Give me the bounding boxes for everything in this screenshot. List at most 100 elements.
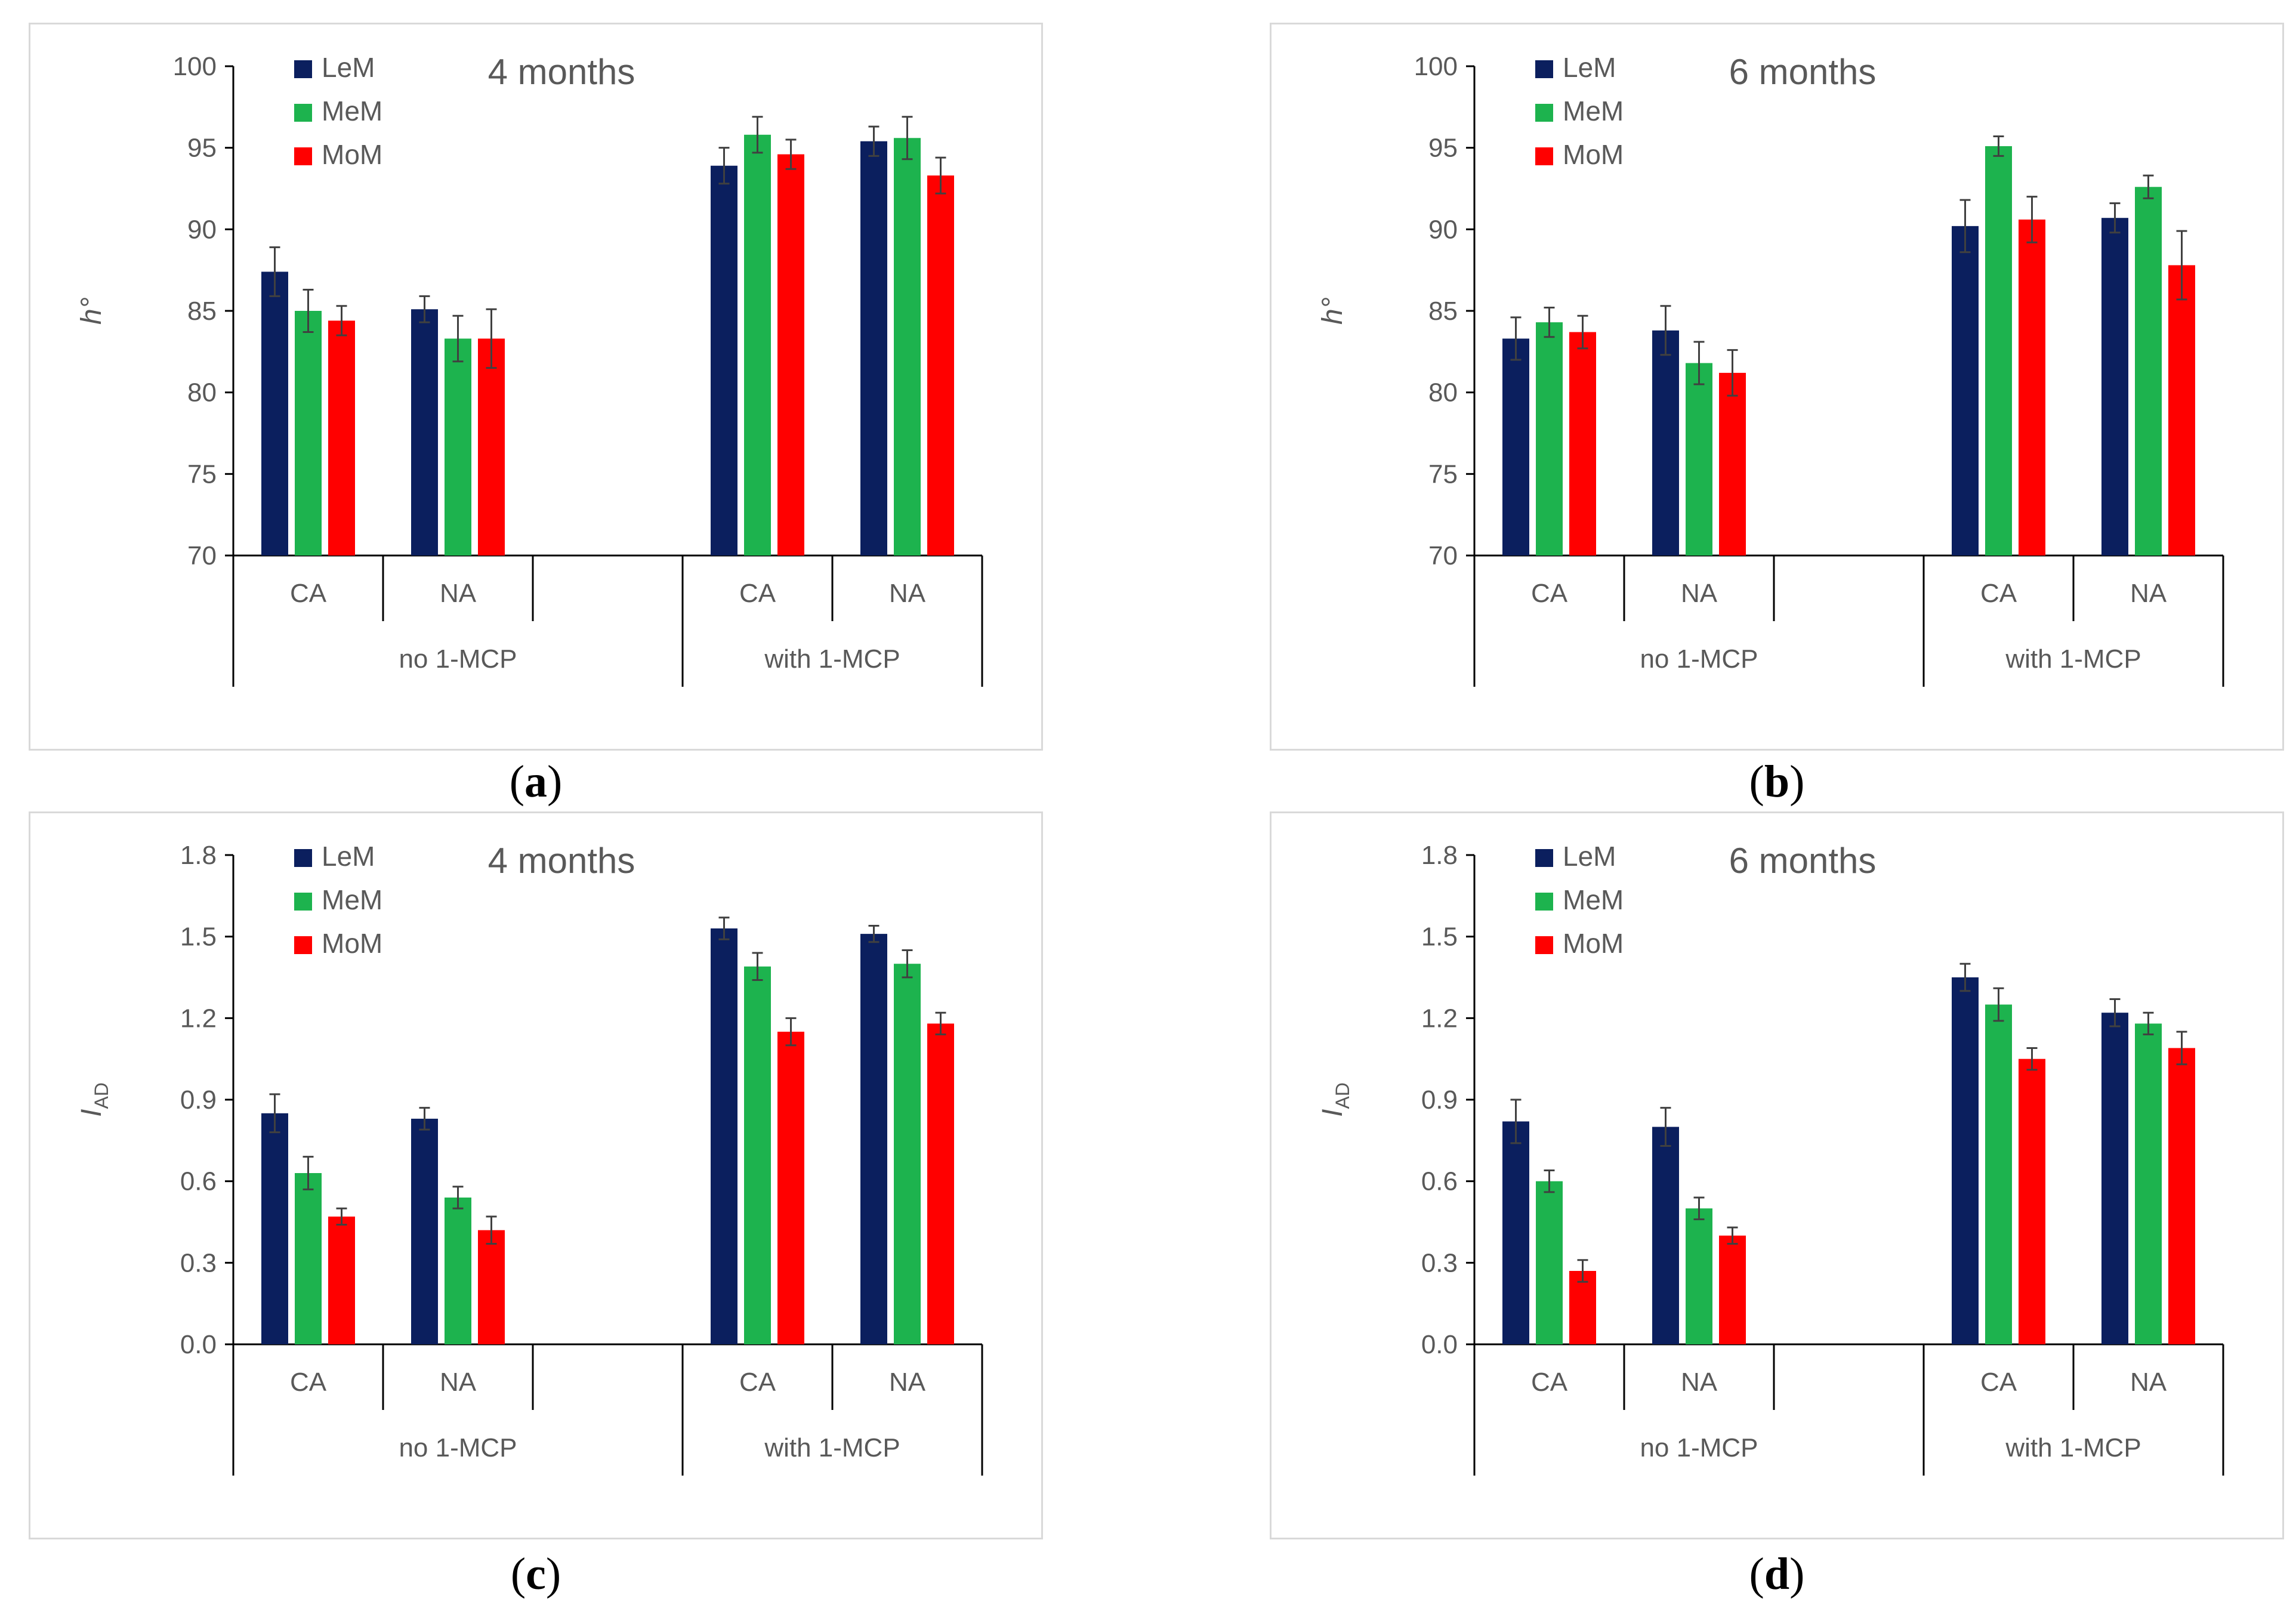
bar-mom: [2168, 1048, 2195, 1344]
bar-mom: [927, 1023, 954, 1344]
x-category-label: CA: [739, 579, 776, 608]
bar-lem: [2101, 1013, 2128, 1344]
y-tick-label: 85: [1428, 297, 1458, 326]
bar-mom: [2168, 265, 2195, 556]
y-tick-label: 0.9: [180, 1085, 217, 1115]
legend-swatch-mem: [294, 893, 312, 911]
x-category-label: NA: [2130, 579, 2167, 608]
bar-lem: [1502, 338, 1529, 556]
legend-label-lem: LeM: [322, 841, 375, 872]
bar-mom: [777, 1032, 804, 1344]
bar-lem: [1952, 977, 1979, 1344]
y-tick-label: 75: [1428, 459, 1458, 489]
x-group-label: with 1-MCP: [2005, 1433, 2141, 1462]
chart-title: 6 months: [1729, 841, 1877, 881]
chart-a-svg: 70 75 80 85 90 95 100 h° CA NA CA NA no 1-MCP with 1-…: [76, 52, 983, 687]
bar-mem: [1686, 1208, 1712, 1344]
legend-label-lem: LeM: [1563, 841, 1616, 872]
x-group-label: no 1-MCP: [399, 644, 517, 674]
legend-label-mem: MeM: [322, 95, 382, 126]
x-category-label: NA: [440, 579, 477, 608]
x-group-label: no 1-MCP: [1640, 1433, 1758, 1462]
x-category-label: CA: [1980, 579, 2017, 608]
y-tick-label: 80: [187, 378, 217, 408]
legend-swatch-mom: [1535, 936, 1553, 954]
caption-c: (c): [510, 1549, 561, 1599]
bar-mem: [445, 1198, 471, 1344]
bar-lem: [2101, 218, 2128, 556]
bar-mem: [1536, 1181, 1563, 1344]
legend-swatch-lem: [1535, 849, 1553, 867]
legend-label-mom: MoM: [322, 928, 382, 959]
bar-lem: [1952, 226, 1979, 556]
bar-mom: [927, 175, 954, 556]
y-tick-label: 0.0: [180, 1330, 217, 1359]
bar-lem: [261, 1113, 288, 1344]
caption-b: (b): [1749, 757, 1805, 807]
x-category-label: NA: [2130, 1368, 2167, 1397]
bar-mem: [295, 1173, 322, 1344]
legend-label-mom: MoM: [322, 139, 382, 170]
y-tick-label: 95: [1428, 134, 1458, 163]
bar-mom: [1569, 332, 1596, 556]
bar-mem: [1536, 322, 1563, 556]
y-tick-label: 70: [187, 541, 217, 570]
y-axis-label: h°: [1317, 297, 1348, 325]
x-category-label: CA: [1980, 1368, 2017, 1397]
chart-panel-d: 0.0 0.3 0.6 0.9 1.2 1.5 1.8 IAD CA NA CA NA no 1-MCP…: [1270, 811, 2284, 1539]
y-tick-label: 1.2: [180, 1004, 217, 1033]
y-tick-label: 75: [187, 459, 217, 489]
y-tick-label: 100: [1414, 52, 1458, 81]
legend-swatch-mom: [294, 147, 312, 165]
bar-lem: [860, 141, 887, 556]
x-group-label: with 1-MCP: [2005, 644, 2141, 674]
bar-lem: [711, 165, 737, 556]
bar-mem: [2135, 187, 2162, 556]
y-tick-label: 95: [187, 134, 217, 163]
bar-mom: [777, 154, 804, 556]
x-group-label: no 1-MCP: [1640, 644, 1758, 674]
y-tick-label: 80: [1428, 378, 1458, 408]
y-tick-label: 0.0: [1421, 1330, 1458, 1359]
y-tick-label: 1.8: [1421, 841, 1458, 870]
y-tick-label: 0.6: [1421, 1167, 1458, 1196]
y-axis-label: IAD: [1317, 1082, 1353, 1117]
legend-label-mom: MoM: [1563, 139, 1624, 170]
y-tick-label: 0.3: [180, 1248, 217, 1277]
chart-title: 4 months: [488, 52, 635, 92]
legend-swatch-lem: [1535, 60, 1553, 78]
chart-panel-a: 70 75 80 85 90 95 100 h° CA NA CA NA no 1-MCP with 1-…: [29, 23, 1043, 751]
y-tick-label: 0.3: [1421, 1248, 1458, 1277]
x-category-label: CA: [739, 1368, 776, 1397]
caption-d: (d): [1749, 1549, 1805, 1599]
bar-mem: [2135, 1023, 2162, 1344]
bar-lem: [411, 1118, 438, 1344]
legend-label-mom: MoM: [1563, 928, 1624, 959]
chart-title: 6 months: [1729, 52, 1877, 92]
y-axis-label-subscript: AD: [1332, 1082, 1353, 1109]
x-category-label: CA: [1531, 579, 1568, 608]
y-tick-label: 1.2: [1421, 1004, 1458, 1033]
legend-swatch-mom: [1535, 147, 1553, 165]
bar-mom: [2019, 1059, 2045, 1344]
legend-swatch-mem: [1535, 893, 1553, 911]
bar-mom: [1569, 1271, 1596, 1344]
chart-c-svg: 0.0 0.3 0.6 0.9 1.2 1.5 1.8 IAD CA NA CA NA no 1-MCP…: [76, 841, 983, 1476]
caption-a: (a): [509, 757, 563, 807]
legend-swatch-mom: [294, 936, 312, 954]
bar-lem: [411, 309, 438, 556]
x-category-label: NA: [440, 1368, 477, 1397]
y-tick-label: 1.5: [1421, 922, 1458, 952]
bar-mem: [445, 338, 471, 556]
bar-mem: [1686, 363, 1712, 556]
bar-lem: [711, 928, 737, 1344]
x-category-label: NA: [889, 579, 926, 608]
y-axis-label: h°: [76, 297, 107, 325]
bar-mom: [478, 1230, 505, 1344]
bar-mom: [2019, 219, 2045, 556]
y-tick-label: 90: [187, 215, 217, 244]
bar-mom: [328, 1216, 355, 1344]
y-tick-label: 90: [1428, 215, 1458, 244]
y-axis-label-subscript: AD: [91, 1082, 112, 1109]
legend-label-mem: MeM: [1563, 884, 1624, 915]
